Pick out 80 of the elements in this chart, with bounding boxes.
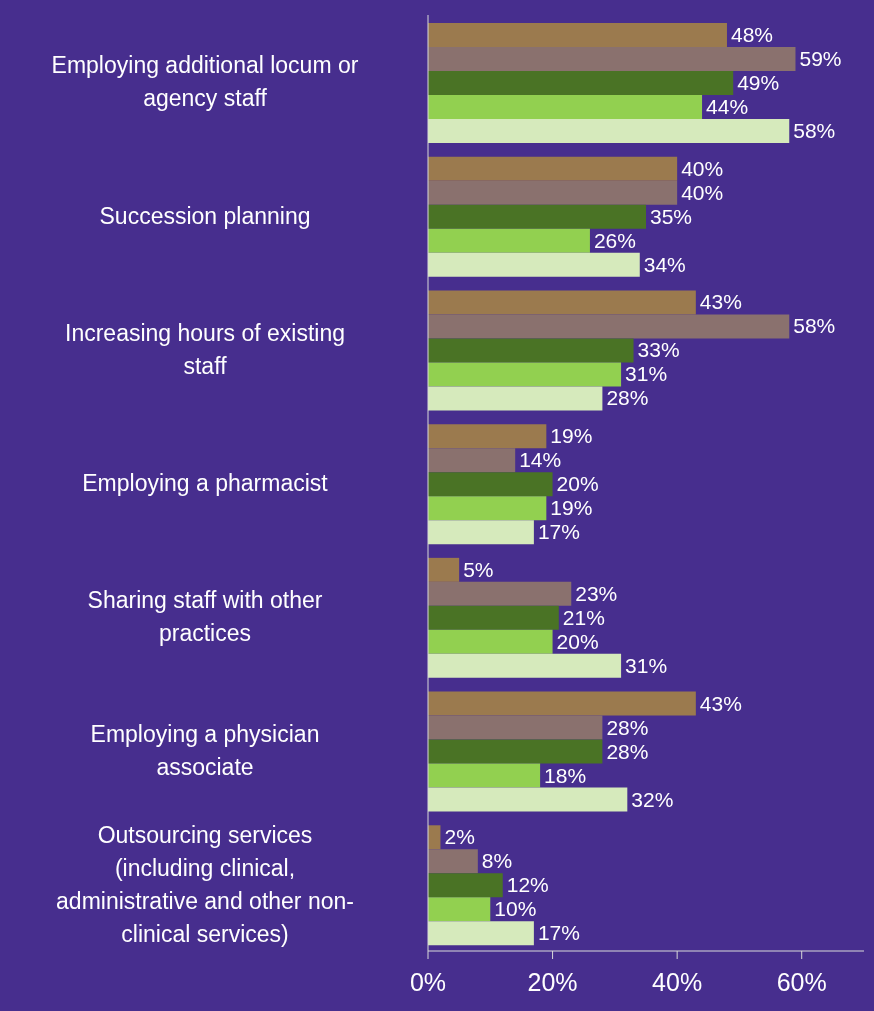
data-label: 20% [556, 472, 599, 496]
bar [428, 314, 790, 339]
data-label: 34% [643, 252, 686, 276]
bar [428, 739, 603, 764]
y-tick-label: Outsourcing services (including clinical, administrative and other non-clinical services) [56, 821, 354, 947]
data-label: 58% [793, 314, 836, 338]
data-label: 8% [481, 849, 513, 873]
bar [428, 95, 703, 119]
bar [428, 228, 590, 253]
y-tick-label: Succession planning [99, 202, 311, 229]
bar [428, 629, 553, 654]
data-label: 59% [799, 47, 842, 70]
bar [428, 47, 796, 71]
bar [428, 496, 547, 521]
data-label: 31% [625, 653, 668, 677]
data-label: 21% [562, 605, 605, 629]
bar [428, 605, 559, 630]
data-label: 23% [575, 581, 618, 605]
data-label: 31% [625, 362, 668, 386]
x-tick-label: 40% [652, 967, 703, 996]
bar [428, 252, 640, 277]
data-label: 17% [537, 921, 580, 945]
data-label: 43% [699, 691, 742, 715]
y-tick-label: Sharing staff with other practices [87, 587, 323, 647]
data-label: 14% [519, 448, 562, 472]
data-label: 17% [537, 520, 580, 544]
y-tick-label: Increasing hours of existing staff [65, 319, 345, 379]
bar [428, 520, 534, 545]
bar [428, 849, 478, 874]
bar [428, 71, 734, 95]
y-tick-label: Employing a pharmacist [82, 470, 329, 496]
bar [428, 23, 727, 47]
bar [428, 386, 603, 411]
bar [428, 472, 553, 497]
data-label: 12% [506, 873, 549, 897]
data-label: 2% [444, 825, 475, 849]
bar [428, 362, 622, 387]
bar [428, 448, 516, 473]
bar [428, 424, 547, 449]
data-label: 26% [593, 228, 636, 252]
data-label: 32% [631, 787, 674, 811]
data-label: 49% [737, 71, 780, 94]
bar [428, 119, 790, 143]
data-label: 19% [550, 424, 593, 448]
bar [428, 180, 678, 205]
data-label: 20% [556, 629, 599, 653]
bar [428, 581, 572, 606]
bar [428, 691, 696, 716]
x-tick-label: 0% [409, 967, 447, 996]
bar [428, 921, 534, 946]
data-label: 44% [706, 95, 749, 118]
bar [428, 897, 491, 922]
y-tick-label: Employing a physician associate [90, 720, 320, 780]
bar [428, 873, 503, 898]
bar [428, 557, 460, 582]
data-label: 40% [681, 180, 724, 204]
bar [428, 763, 541, 788]
x-tick-label: 20% [527, 967, 578, 996]
data-label: 19% [550, 496, 593, 520]
data-label: 35% [650, 204, 693, 228]
bar [428, 787, 628, 812]
data-label: 28% [606, 386, 649, 410]
x-tick-label: 60% [776, 967, 827, 996]
bar [428, 204, 646, 229]
data-label: 5% [463, 557, 494, 581]
bar [428, 715, 603, 740]
data-label: 40% [681, 156, 724, 180]
data-label: 58% [793, 119, 836, 142]
data-label: 48% [730, 23, 773, 46]
data-label: 28% [606, 715, 649, 739]
data-label: 28% [606, 739, 649, 763]
data-label: 33% [637, 338, 680, 362]
bar [428, 653, 622, 678]
data-label: 18% [544, 763, 587, 787]
bar [428, 290, 696, 315]
data-label: 43% [699, 290, 742, 314]
bar [428, 156, 678, 181]
bar [428, 338, 634, 363]
data-label: 10% [494, 897, 537, 921]
y-tick-label: Employing additional locum or agency staff [51, 52, 359, 112]
